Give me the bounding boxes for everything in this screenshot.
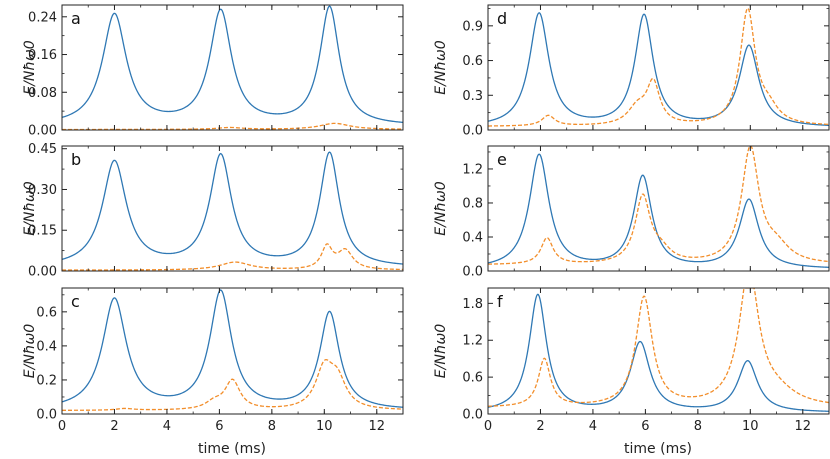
x-tick-label-f: 8: [694, 419, 702, 434]
panel-label-c: c: [71, 292, 80, 311]
y-tick-label-f: 0.6: [462, 371, 483, 386]
x-tick-label-c: 4: [163, 419, 171, 434]
y-tick-label-e: 1.2: [462, 162, 483, 177]
y-tick-label-e: 0.8: [462, 196, 483, 211]
series-dashed-line-e: [488, 146, 829, 265]
panel-f: 0 2 4 6 8 10 12 0.0 0.6 1.2 1.8 f E/Nħω0: [433, 287, 830, 434]
series-dashed-line-d: [488, 7, 829, 127]
y-tick-label-d: 0.9: [462, 19, 483, 34]
x-tick-label-f: 0: [484, 419, 492, 434]
x-tick-label-c: 0: [58, 419, 66, 434]
x-tick-label-c: 10: [316, 419, 333, 434]
y-tick-label-a: 0.08: [28, 86, 57, 101]
y-tick-label-c: 0.4: [36, 339, 57, 354]
y-axis-title-a: E/Nħω0: [22, 40, 38, 94]
y-axis-title-e: E/Nħω0: [433, 181, 449, 235]
plot-frame-a: [61, 4, 404, 131]
series-solid-line-a: [62, 5, 403, 124]
x-tick-label-c: 2: [110, 419, 118, 434]
panel-label-a: a: [71, 9, 81, 28]
x-axis-title-left: time (ms): [198, 441, 266, 457]
y-axis-title-f: E/Nħω0: [433, 324, 449, 378]
y-tick-label-b: 0.15: [28, 224, 57, 239]
plot-frame-c: [61, 287, 404, 415]
x-tick-label-c: 8: [268, 419, 276, 434]
y-tick-label-f: 0.0: [462, 408, 483, 423]
y-tick-label-c: 0.2: [36, 373, 57, 388]
y-tick-label-a: 0.16: [28, 48, 57, 63]
x-tick-label-f: 12: [794, 419, 811, 434]
y-tick-label-e: 0.4: [462, 230, 483, 245]
series-solid-line-f: [488, 293, 829, 412]
y-tick-label-e: 0.0: [462, 265, 483, 280]
y-tick-label-f: 1.2: [462, 334, 483, 349]
y-axis-title-b: E/Nħω0: [22, 181, 38, 235]
panel-label-e: e: [497, 150, 507, 169]
y-tick-label-d: 0.6: [462, 54, 483, 69]
panel-d: 0.0 0.3 0.6 0.9 d E/Nħω0: [433, 4, 830, 139]
y-tick-label-b: 0.30: [28, 183, 57, 198]
x-tick-label-f: 10: [742, 419, 759, 434]
series-solid-line-e: [488, 153, 829, 268]
series-dashed-line-f: [488, 288, 829, 407]
x-axis-title-right: time (ms): [624, 441, 692, 457]
panel-label-d: d: [497, 9, 507, 28]
x-tick-label-f: 4: [589, 419, 597, 434]
x-tick-label-c: 12: [368, 419, 385, 434]
series-solid-line-d: [488, 11, 829, 127]
series-dashed-line-b: [62, 243, 403, 271]
y-tick-label-c: 0.0: [36, 408, 57, 423]
series-dashed-line-c: [62, 358, 403, 411]
panel-e: 0.0 0.4 0.8 1.2 e E/Nħω0: [433, 145, 830, 280]
series-solid-line-b: [62, 151, 403, 265]
x-tick-label-f: 6: [641, 419, 649, 434]
x-tick-label-c: 6: [215, 419, 223, 434]
panel-label-b: b: [71, 150, 81, 169]
panel-c: 0 2 4 6 8 10 12 0.0 0.2 0.4 0.6 c E/Nħω0: [22, 287, 404, 434]
y-tick-label-d: 0.3: [462, 89, 483, 104]
panel-label-f: f: [497, 292, 503, 311]
y-tick-label-a: 0.00: [28, 124, 57, 139]
y-axis-title-d: E/Nħω0: [433, 40, 449, 94]
y-axis-title-c: E/Nħω0: [22, 324, 38, 378]
plot-frame-e: [487, 145, 830, 272]
y-tick-label-b: 0.00: [28, 265, 57, 280]
x-tick-label-f: 2: [536, 419, 544, 434]
plot-frame-f: [487, 287, 830, 415]
panel-b: 0.00 0.15 0.30 0.45 b E/Nħω0: [22, 142, 404, 280]
series-dashed-line-a: [62, 122, 403, 130]
y-tick-label-d: 0.0: [462, 124, 483, 139]
panel-a: 0.00 0.08 0.16 0.24 a E/Nħω0: [22, 4, 404, 139]
y-tick-label-f: 1.8: [462, 297, 483, 312]
y-tick-label-a: 0.24: [28, 10, 57, 25]
y-tick-label-c: 0.6: [36, 305, 57, 320]
plot-frame-d: [487, 4, 830, 131]
y-tick-label-b: 0.45: [28, 142, 57, 157]
plot-frame-b: [61, 145, 404, 272]
series-solid-line-c: [62, 289, 403, 408]
